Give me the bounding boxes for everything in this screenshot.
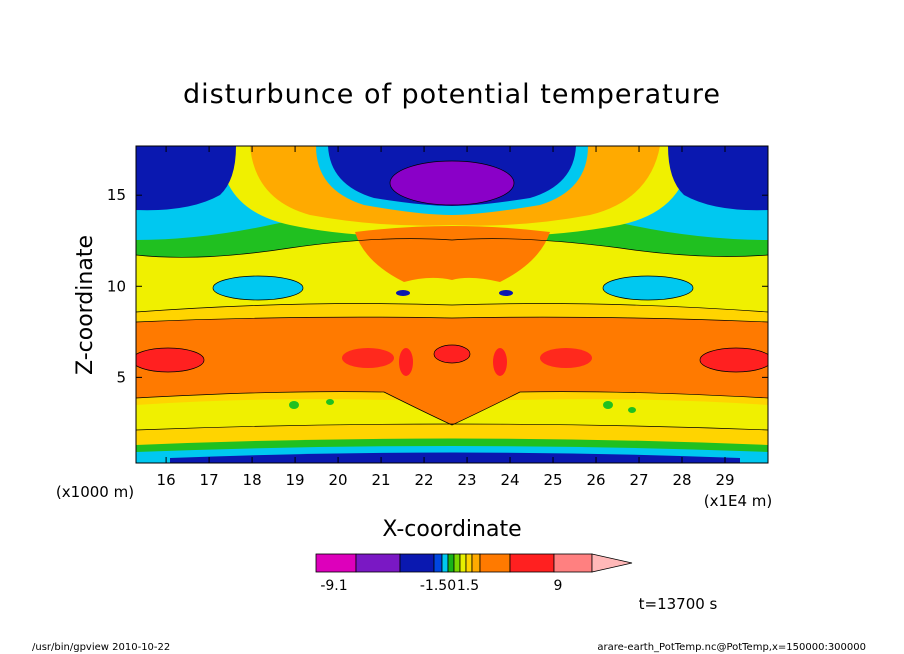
contour-lines (136, 160, 768, 431)
colorbar-segment (553, 553, 593, 573)
colorbar-segment (447, 553, 455, 573)
x-tick-label: 28 (672, 471, 691, 489)
x-tick-label: 24 (500, 471, 519, 489)
cap-blue-right (668, 146, 768, 211)
x-axis: 16 17 18 19 20 21 22 23 24 25 26 27 28 29 (157, 146, 735, 489)
contour-field (136, 146, 768, 463)
colorbar-segment (355, 553, 401, 573)
footer-right: arare-earth_PotTemp.nc@PotTemp,x=150000:… (597, 642, 866, 653)
patch-cyan-left (213, 276, 303, 300)
x-tick-label: 16 (157, 471, 176, 489)
hot-left (136, 348, 204, 372)
hot-dot-right (493, 348, 507, 376)
speck-blue-l (396, 290, 410, 296)
y-tick-label: 10 (107, 277, 126, 295)
x-tick-label: 25 (543, 471, 562, 489)
speck-r1 (603, 401, 613, 409)
plot-frame (135, 145, 769, 464)
colorbar-segment (479, 553, 511, 573)
x-tick-label: 19 (286, 471, 305, 489)
x-tick-label: 22 (415, 471, 434, 489)
x-tick-label: 27 (629, 471, 648, 489)
time-label: t=13700 s (639, 595, 718, 613)
x-tick-label: 20 (329, 471, 348, 489)
core-purple (390, 161, 514, 205)
hot-cr (540, 348, 592, 368)
hot-center (434, 345, 470, 363)
colorbar-label: -1.50 (420, 578, 456, 594)
patch-cyan-right (603, 276, 693, 300)
speck-l2 (326, 399, 334, 405)
x-tick-label: 26 (586, 471, 605, 489)
y-axis-label: Z-coordinate (73, 235, 98, 375)
colorbar-label: -9.1 (320, 578, 347, 594)
colorbar-segment (441, 553, 449, 573)
colorbar: -9.1 -1.50 1.5 9 (315, 553, 633, 594)
x-tick-label: 29 (715, 471, 734, 489)
y-tick-label: 15 (107, 186, 126, 204)
y-tick-label: 5 (116, 368, 126, 386)
band-mid-orange (136, 317, 768, 425)
chart-title: disturbunce of potential temperature (183, 79, 721, 110)
colorbar-segment (509, 553, 555, 573)
footer-left: /usr/bin/gpview 2010-10-22 (32, 642, 170, 653)
colorbar-segment (459, 553, 467, 573)
colorbar-segment (315, 553, 357, 573)
speck-blue-r (499, 290, 513, 296)
colorbar-label: 1.5 (457, 578, 479, 594)
x-unit-label: (x1E4 m) (704, 492, 773, 510)
cap-blue-left (136, 146, 236, 211)
x-axis-label: X-coordinate (382, 517, 521, 542)
hot-cl (342, 348, 394, 368)
x-tick-label: 21 (372, 471, 391, 489)
colorbar-segment (471, 553, 481, 573)
colorbar-segment (453, 553, 461, 573)
colorbar-label: 9 (554, 578, 563, 594)
y-unit-label: (x1000 m) (56, 483, 134, 501)
x-tick-label: 23 (458, 471, 477, 489)
x-tick-label: 17 (200, 471, 219, 489)
colorbar-segment (433, 553, 443, 573)
colorbar-segment (465, 553, 473, 573)
y-axis: 5 10 15 (107, 186, 768, 386)
band-low-blue (170, 452, 740, 463)
colorbar-segment (399, 553, 435, 573)
speck-r2 (628, 407, 636, 413)
x-tick-label: 18 (243, 471, 262, 489)
speck-l1 (289, 401, 299, 409)
tongue-orange (355, 226, 550, 282)
colorbar-arrow (591, 553, 633, 573)
hot-right (700, 348, 768, 372)
hot-dot-left (399, 348, 413, 376)
